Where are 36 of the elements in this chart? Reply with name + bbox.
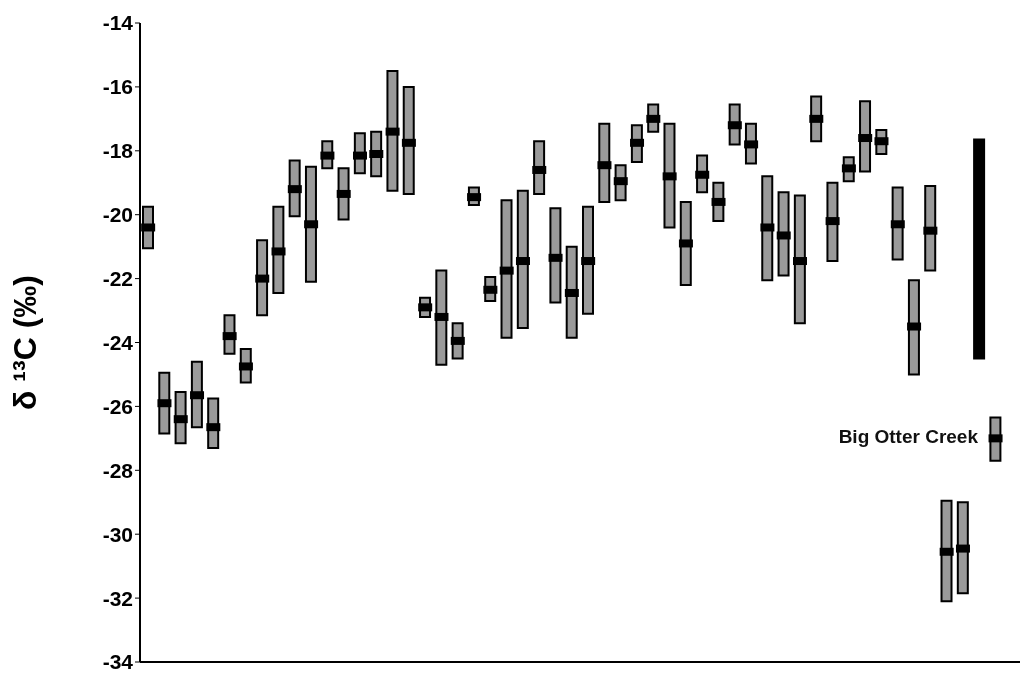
bar [663,122,676,229]
bar [272,205,285,294]
bar [761,175,774,282]
y-axis-title: δ ¹³C (‰) [7,275,44,410]
y-tick-label: -22 [102,267,133,291]
bar [956,501,969,595]
bar [402,85,415,195]
y-tick-label: -24 [102,330,134,354]
bar [435,269,448,366]
y-tick-label: -30 [102,522,133,546]
bar [679,200,692,286]
y-tick-label: -26 [102,394,133,418]
y-tick-label: -20 [102,203,133,227]
y-tick-label: -34 [102,650,134,674]
bar [907,279,920,376]
bar [304,165,317,283]
bar [386,69,399,192]
bar [973,138,986,360]
bar [826,181,839,263]
bar [565,245,578,339]
bar [793,194,806,325]
bar [924,184,937,272]
bar [859,100,872,173]
bar [500,199,513,339]
y-tick-label: -28 [102,458,134,482]
bar [777,191,790,277]
y-tick-label: -14 [102,11,134,35]
y-tick-label: -32 [102,586,133,610]
bar [516,189,529,330]
y-tick-label: -18 [102,139,134,163]
bar [549,207,562,304]
bar [598,122,611,203]
y-tick-label: -16 [102,75,133,99]
bar [940,499,953,603]
annotation: Big Otter Creek [838,426,978,449]
bar [582,205,594,315]
